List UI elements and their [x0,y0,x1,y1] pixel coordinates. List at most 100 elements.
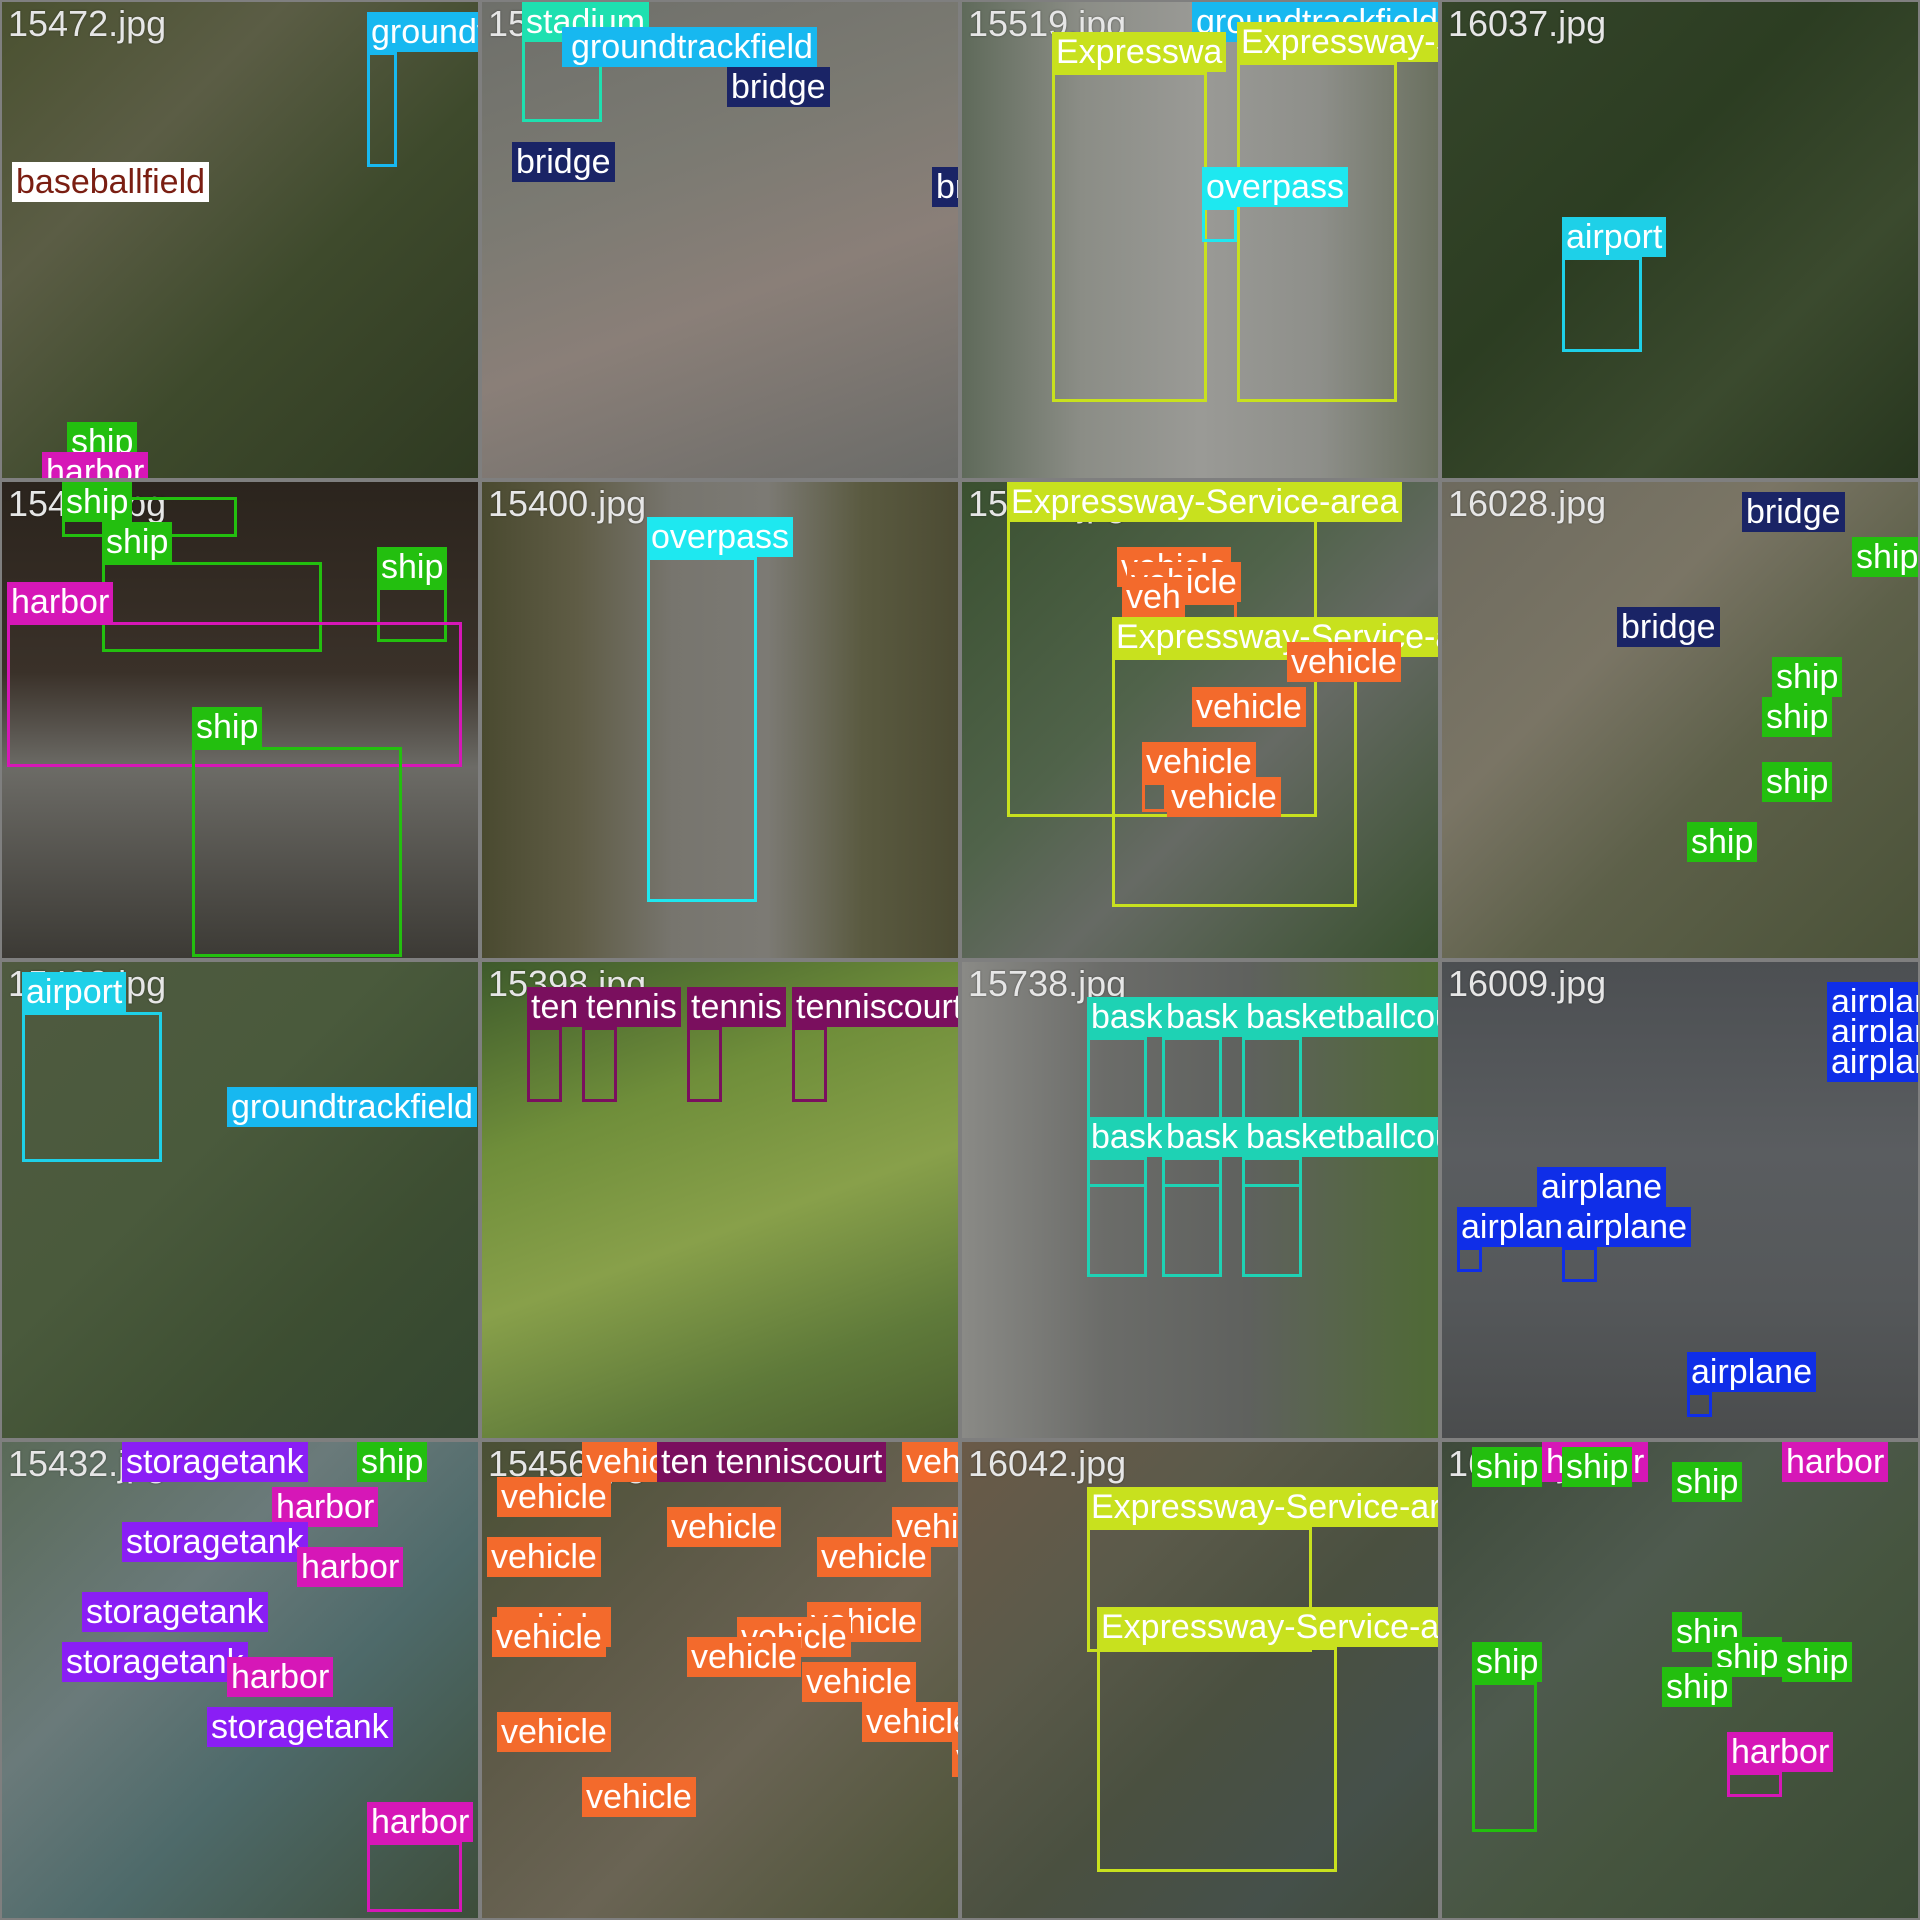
detection-label: bask [1162,997,1242,1037]
detection-label: vehicle [497,1712,611,1752]
detection-label: Expressway-Service-area [1087,1487,1438,1527]
detection-label: ship [1762,697,1833,737]
image-tile: 15403.jpgairportgroundtrackfield [0,960,480,1440]
detection-box [1457,1247,1482,1272]
image-tile: 15738.jpgbaskbaskbasketballcourtbaskbask… [960,960,1440,1440]
detection-label: vehicle [487,1537,601,1577]
aerial-image [962,2,1438,478]
image-tile: 16037.jpg airport [1440,0,1920,480]
detection-box [687,1027,722,1102]
detection-label: airplane [1687,1352,1816,1392]
detection-label: tennis [582,987,681,1027]
image-tile: 15519.jpggroundtrackfieldExpresswaExpres… [960,0,1440,480]
detection-label: ship [192,707,263,747]
detection-label: storagetank [82,1592,268,1632]
detection-box [1052,72,1207,402]
detection-box [1162,1037,1222,1187]
detection-label: harbor [1727,1732,1834,1772]
detection-box [192,747,402,957]
detection-box [1162,1157,1222,1277]
detection-box [377,587,447,642]
detection-label: overpass [647,517,793,557]
tile-filename: 16009.jpg [1448,963,1607,1004]
detection-box [1087,1527,1312,1652]
detection-box [1237,62,1397,402]
detection-label: ten [657,1442,713,1482]
detection-label: airplane [1827,1042,1918,1082]
tile-filename: 16028.jpg [1448,483,1607,524]
detection-box [1097,1647,1337,1872]
detection-box [1242,1157,1302,1277]
detection-label: ship [1562,1447,1633,1487]
detection-label: veh [1122,577,1185,617]
detection-box [1112,657,1357,907]
detection-box [367,52,397,167]
image-tile: 15398.jpg ten tennis tennis tenniscourt [480,960,960,1440]
aerial-image [1442,482,1918,958]
detection-label: bridge [512,142,615,182]
detection-label: vehicle [1167,777,1281,817]
detection-label: overpass [1202,167,1348,207]
image-tile: 15400.jpg overpass [480,480,960,960]
image-tile: 16042.jpg Expressway-Service-area Expressw… [960,1440,1440,1920]
detection-label: harbor [272,1487,379,1527]
detection-label: harbor [227,1657,334,1697]
detection-label: ship [102,522,173,562]
detection-label: harbor [7,582,114,622]
detection-label: harbor [42,452,149,478]
detection-label: airplane [1562,1207,1691,1247]
detection-label: vehicle [687,1637,801,1677]
detection-label: airport [22,972,127,1012]
tile-filename: 15400.jpg [488,483,647,524]
aerial-image [2,962,478,1438]
detection-label: ship [1672,1462,1743,1502]
detection-label: ship [1472,1642,1543,1682]
detection-label: bridge [932,167,958,207]
image-tile: 15456.jpgvehicletenniscourtvehicletenten… [480,1440,960,1920]
detection-box [647,557,757,902]
detection-label: harbor [1782,1442,1889,1482]
image-tile: 15410.jpgstadiumgroundtrgroundtrackfield… [480,0,960,480]
detection-label: airport [1562,217,1667,257]
detection-label: basketballcourt [1242,1117,1438,1157]
detection-box [1087,1157,1147,1277]
aerial-image [482,482,958,958]
detection-label: ship [357,1442,428,1482]
aerial-image [1442,2,1918,478]
detection-label: vehicle [667,1507,781,1547]
detection-label: ship [1762,762,1833,802]
detection-box [1202,207,1237,242]
detection-label: Expressway-Service-area [1007,482,1403,522]
detection-box [1562,1247,1597,1282]
detection-label: storagetank [62,1642,248,1682]
detection-label: ten [527,987,583,1027]
aerial-image [962,962,1438,1438]
detection-box [582,1027,617,1102]
detection-box [1562,257,1642,352]
detection-label: vehicle [902,1442,958,1482]
detection-label: vehicle [802,1662,916,1702]
detection-label: groundtrack [367,12,478,52]
detection-label: storagetank [122,1522,308,1562]
detection-label: tennis [687,987,786,1027]
detection-box [1242,1037,1302,1187]
detection-label: ship [1772,657,1843,697]
detection-label: groundtrackfield [567,27,817,67]
detection-label: Expressway-Service-a [1097,1607,1438,1647]
detection-label: storagetank [122,1442,308,1482]
detection-box [1142,782,1167,812]
detection-label: Expresswa [1052,32,1227,72]
detection-label: bask [1087,1117,1167,1157]
detection-label: bask [1087,997,1167,1037]
detection-box [1472,1682,1537,1832]
image-tile: 15432.jpg storagetank ship harbor storagetan… [0,1440,480,1920]
detection-label: bridge [1617,607,1720,647]
image-tile: 16009.jpgairplaneairplaneairplaneairplan… [1440,960,1920,1440]
image-tile: 16008.jpgharborshipshipshipharborshipshi… [1440,1440,1920,1920]
detection-label: vehicle [952,1737,958,1777]
detection-box [527,1027,562,1102]
tile-filename: 16037.jpg [1448,3,1607,44]
detection-label: ship [1662,1667,1733,1707]
detection-box [1687,1392,1712,1417]
